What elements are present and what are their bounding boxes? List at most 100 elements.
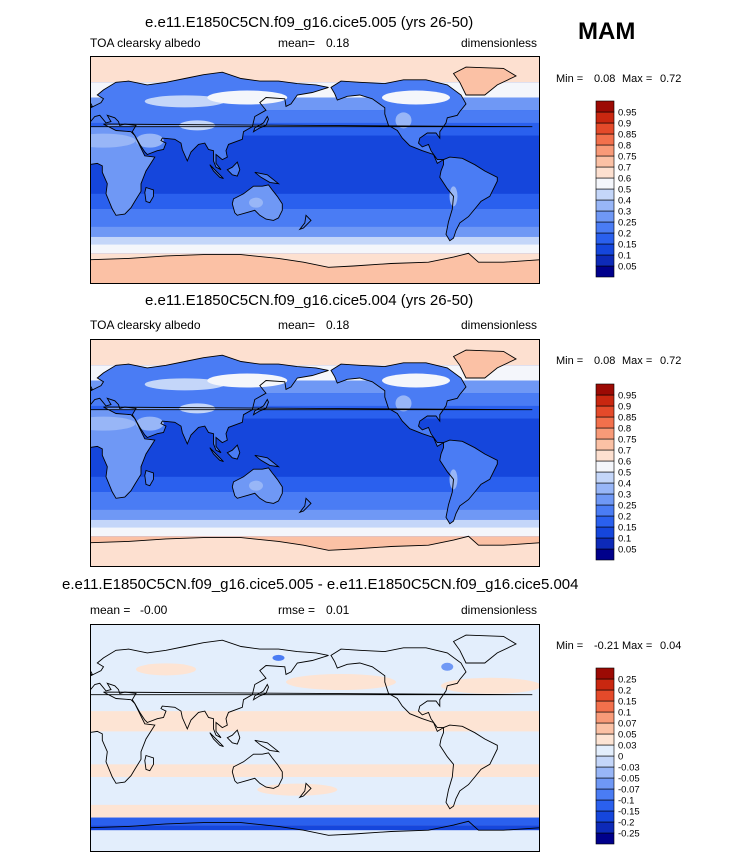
- panel1-max-value: 0.72: [660, 73, 682, 85]
- panel1-mean-value: 0.18: [326, 36, 350, 50]
- colorbar-swatch: [595, 755, 615, 768]
- coastline: [330, 362, 467, 448]
- panel2-mean-label: mean=: [278, 318, 316, 332]
- colorbar-swatch: [595, 537, 615, 550]
- difference-patch: [136, 663, 196, 676]
- panel1-title: e.e11.E1850C5CN.f09_g16.cice5.005 (yrs 2…: [145, 14, 474, 31]
- coastline: [209, 164, 224, 180]
- colorbar-swatch: [595, 199, 615, 212]
- colorbar-tick-label: 0.85: [618, 413, 637, 424]
- colorbar-swatch: [595, 460, 615, 473]
- desert-field: [135, 133, 164, 148]
- colorbar-tick-label: 0.07: [618, 719, 637, 730]
- coastline: [252, 398, 269, 416]
- snow-field: [382, 373, 450, 388]
- panel1-mean-label: mean=: [278, 36, 316, 50]
- colorbar-tick-label: 0.25: [618, 675, 637, 686]
- colorbar-swatch: [595, 155, 615, 168]
- season-label: MAM: [578, 18, 636, 45]
- colorbar-swatch: [595, 810, 615, 823]
- colorbar-tick-label: 0.9: [618, 119, 631, 130]
- difference-patch: [441, 677, 539, 694]
- colorbar-tick-label: 0.75: [618, 152, 637, 163]
- coastline: [254, 171, 281, 185]
- difference-band: [91, 825, 539, 831]
- colorbar-tick-label: 0.1: [618, 708, 631, 719]
- colorbar-swatch: [595, 144, 615, 157]
- panel3-rmse-label: rmse =: [278, 603, 316, 617]
- colorbar-tick-label: 0.4: [618, 479, 631, 490]
- coastline: [91, 252, 539, 268]
- colorbar-swatch: [595, 210, 615, 223]
- colorbar-tick-label: 0: [618, 752, 623, 763]
- panel3-min-value: -0.21: [594, 640, 620, 652]
- land-field: [254, 455, 279, 467]
- coastline: [91, 535, 539, 551]
- coastline: [439, 724, 498, 810]
- difference-patch: [441, 662, 454, 671]
- field-band: [91, 209, 539, 227]
- field-band: [91, 492, 539, 510]
- land-field: [144, 470, 154, 486]
- colorbar-swatch: [595, 254, 615, 267]
- coastline: [254, 454, 281, 468]
- coastline: [231, 467, 283, 504]
- difference-band: [91, 817, 539, 826]
- land-field: [395, 112, 412, 129]
- colorbar-tick-label: 0.85: [618, 130, 637, 141]
- colorbar-tick-label: 0.95: [618, 108, 637, 119]
- land-field: [253, 116, 269, 132]
- colorbar-tick-label: -0.03: [618, 763, 640, 774]
- colorbar-swatch: [595, 449, 615, 462]
- colorbar-tick-label: -0.05: [618, 774, 640, 785]
- desert-field: [135, 416, 164, 431]
- difference-patch: [257, 783, 338, 796]
- coastline: [144, 469, 154, 487]
- colorbar-tick-label: 0.1: [618, 534, 631, 545]
- colorbar-swatch: [595, 515, 615, 528]
- colorbar-swatch: [595, 744, 615, 757]
- snow-field: [144, 95, 225, 108]
- land-field: [144, 187, 154, 203]
- colorbar-tick-label: 0.6: [618, 457, 631, 468]
- land-field: [439, 440, 498, 524]
- colorbar-tick-label: 0.25: [618, 218, 637, 229]
- coastline: [226, 444, 241, 460]
- colorbar-swatch: [595, 733, 615, 746]
- colorbar-swatch: [595, 471, 615, 484]
- coastline: [330, 647, 467, 733]
- colorbar-swatch: [595, 232, 615, 245]
- colorbar-tick-label: -0.1: [618, 796, 634, 807]
- panel2-variable-label: TOA clearsky albedo: [90, 318, 201, 332]
- colorbar-tick-label: -0.07: [618, 785, 640, 796]
- snow-field: [207, 373, 288, 388]
- colorbar-tick-label: 0.7: [618, 163, 631, 174]
- coastline: [252, 115, 269, 133]
- colorbar-tick-label: 0.75: [618, 435, 637, 446]
- colorbar-swatch: [595, 482, 615, 495]
- coastline: [209, 732, 224, 748]
- colorbar-tick-label: 0.8: [618, 424, 631, 435]
- coastline: [298, 782, 312, 799]
- colorbar-swatch: [595, 427, 615, 440]
- colorbar-tick-label: 0.15: [618, 240, 637, 251]
- colorbar-swatch: [595, 122, 615, 135]
- colorbar-tick-label: 0.05: [618, 545, 637, 556]
- panel2-colorbar: 0.05 0.1 0.15 0.2 0.25 0.3 0.4 0.5 0.6 0.7 0.75 0.8…: [595, 383, 637, 561]
- colorbar-swatch: [595, 265, 615, 278]
- colorbar-swatch: [595, 243, 615, 256]
- colorbar-swatch: [595, 188, 615, 201]
- coastline: [91, 386, 93, 391]
- colorbar-swatch: [595, 777, 615, 790]
- colorbar-swatch: [595, 177, 615, 190]
- coastline: [91, 691, 533, 784]
- field-band: [91, 509, 539, 520]
- coastline: [252, 683, 269, 701]
- colorbar-tick-label: 0.5: [618, 185, 631, 196]
- colorbar-swatch: [595, 788, 615, 801]
- colorbar-tick-label: 0.1: [618, 251, 631, 262]
- difference-patch: [286, 674, 396, 690]
- difference-band: [91, 711, 539, 732]
- panel3-mean-value: -0.00: [140, 603, 168, 617]
- colorbar-tick-label: 0.8: [618, 141, 631, 152]
